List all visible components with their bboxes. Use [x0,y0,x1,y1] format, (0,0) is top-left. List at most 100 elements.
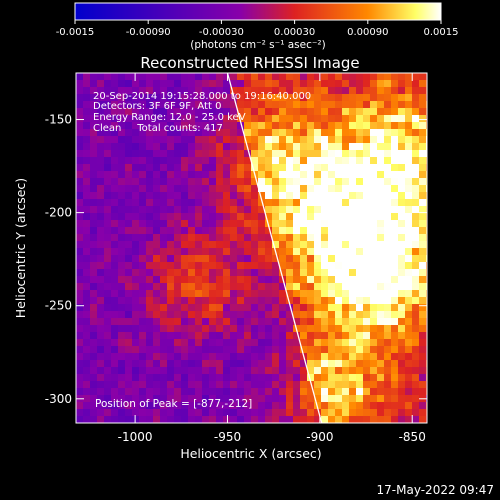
heatmap-cell [181,213,188,220]
heatmap-cell [209,143,216,150]
heatmap-cell [181,227,188,234]
heatmap-cell [356,220,363,227]
heatmap-cell [83,164,90,171]
heatmap-cell [202,157,209,164]
heatmap-cell [244,87,251,94]
heatmap-cell [307,87,314,94]
heatmap-cell [293,332,300,339]
heatmap-cell [209,367,216,374]
heatmap-cell [363,290,370,297]
heatmap-cell [419,304,426,311]
heatmap-cell [132,374,139,381]
heatmap-cell [265,332,272,339]
heatmap-cell [356,381,363,388]
heatmap-cell [104,360,111,367]
heatmap-cell [349,318,356,325]
heatmap-cell [160,80,167,87]
heatmap-cell [244,374,251,381]
heatmap-cell [174,332,181,339]
heatmap-cell [251,157,258,164]
heatmap-cell [111,255,118,262]
heatmap-cell [174,395,181,402]
heatmap-cell [153,136,160,143]
heatmap-cell [223,269,230,276]
heatmap-cell [181,311,188,318]
heatmap-cell [153,332,160,339]
heatmap-cell [272,262,279,269]
heatmap-cell [223,248,230,255]
heatmap-cell [195,255,202,262]
heatmap-cell [377,255,384,262]
heatmap-cell [97,402,104,409]
heatmap-cell [118,80,125,87]
heatmap-cell [377,157,384,164]
heatmap-cell [349,402,356,409]
heatmap-cell [370,199,377,206]
heatmap-cell [370,108,377,115]
heatmap-cell [76,262,83,269]
heatmap-cell [223,332,230,339]
heatmap-cell [223,374,230,381]
heatmap-cell [384,339,391,346]
heatmap-cell [244,325,251,332]
heatmap-cell [342,220,349,227]
heatmap-cell [111,416,118,423]
heatmap-cell [356,150,363,157]
heatmap-cell [251,283,258,290]
heatmap-cell [328,157,335,164]
heatmap-cell [125,304,132,311]
heatmap-cell [419,129,426,136]
heatmap-cell [167,150,174,157]
heatmap-cell [328,80,335,87]
heatmap-cell [195,332,202,339]
heatmap-cell [265,325,272,332]
heatmap-cell [223,122,230,129]
heatmap-cell [398,395,405,402]
heatmap-cell [419,311,426,318]
heatmap-cell [195,290,202,297]
heatmap-cell [132,339,139,346]
heatmap-cell [349,94,356,101]
heatmap-cell [300,395,307,402]
heatmap-cell [384,80,391,87]
heatmap-cell [76,381,83,388]
heatmap-cell [237,122,244,129]
heatmap-cell [174,150,181,157]
heatmap-cell [174,353,181,360]
heatmap-cell [174,129,181,136]
heatmap-cell [160,73,167,80]
heatmap-cell [195,353,202,360]
heatmap-cell [167,255,174,262]
heatmap-cell [76,164,83,171]
heatmap-cell [202,269,209,276]
heatmap-cell [356,304,363,311]
heatmap-cell [405,122,412,129]
heatmap-cell [335,283,342,290]
heatmap-cell [272,185,279,192]
heatmap-cell [356,416,363,423]
heatmap-cell [419,367,426,374]
heatmap-cell [335,227,342,234]
heatmap-cell [300,402,307,409]
heatmap-cell [272,94,279,101]
heatmap-cell [83,143,90,150]
heatmap-cell [160,206,167,213]
heatmap-cell [356,115,363,122]
heatmap-cell [370,220,377,227]
heatmap-cell [412,283,419,290]
heatmap-cell [132,409,139,416]
heatmap-cell [293,311,300,318]
heatmap-cell [265,94,272,101]
heatmap-cell [398,374,405,381]
heatmap-cell [377,374,384,381]
heatmap-cell [335,213,342,220]
heatmap-cell [251,73,258,80]
heatmap-cell [251,360,258,367]
heatmap-cell [258,227,265,234]
heatmap-cell [405,164,412,171]
heatmap-cell [146,318,153,325]
heatmap-cell [335,150,342,157]
heatmap-cell [412,94,419,101]
heatmap-cell [111,262,118,269]
heatmap-cell [104,332,111,339]
